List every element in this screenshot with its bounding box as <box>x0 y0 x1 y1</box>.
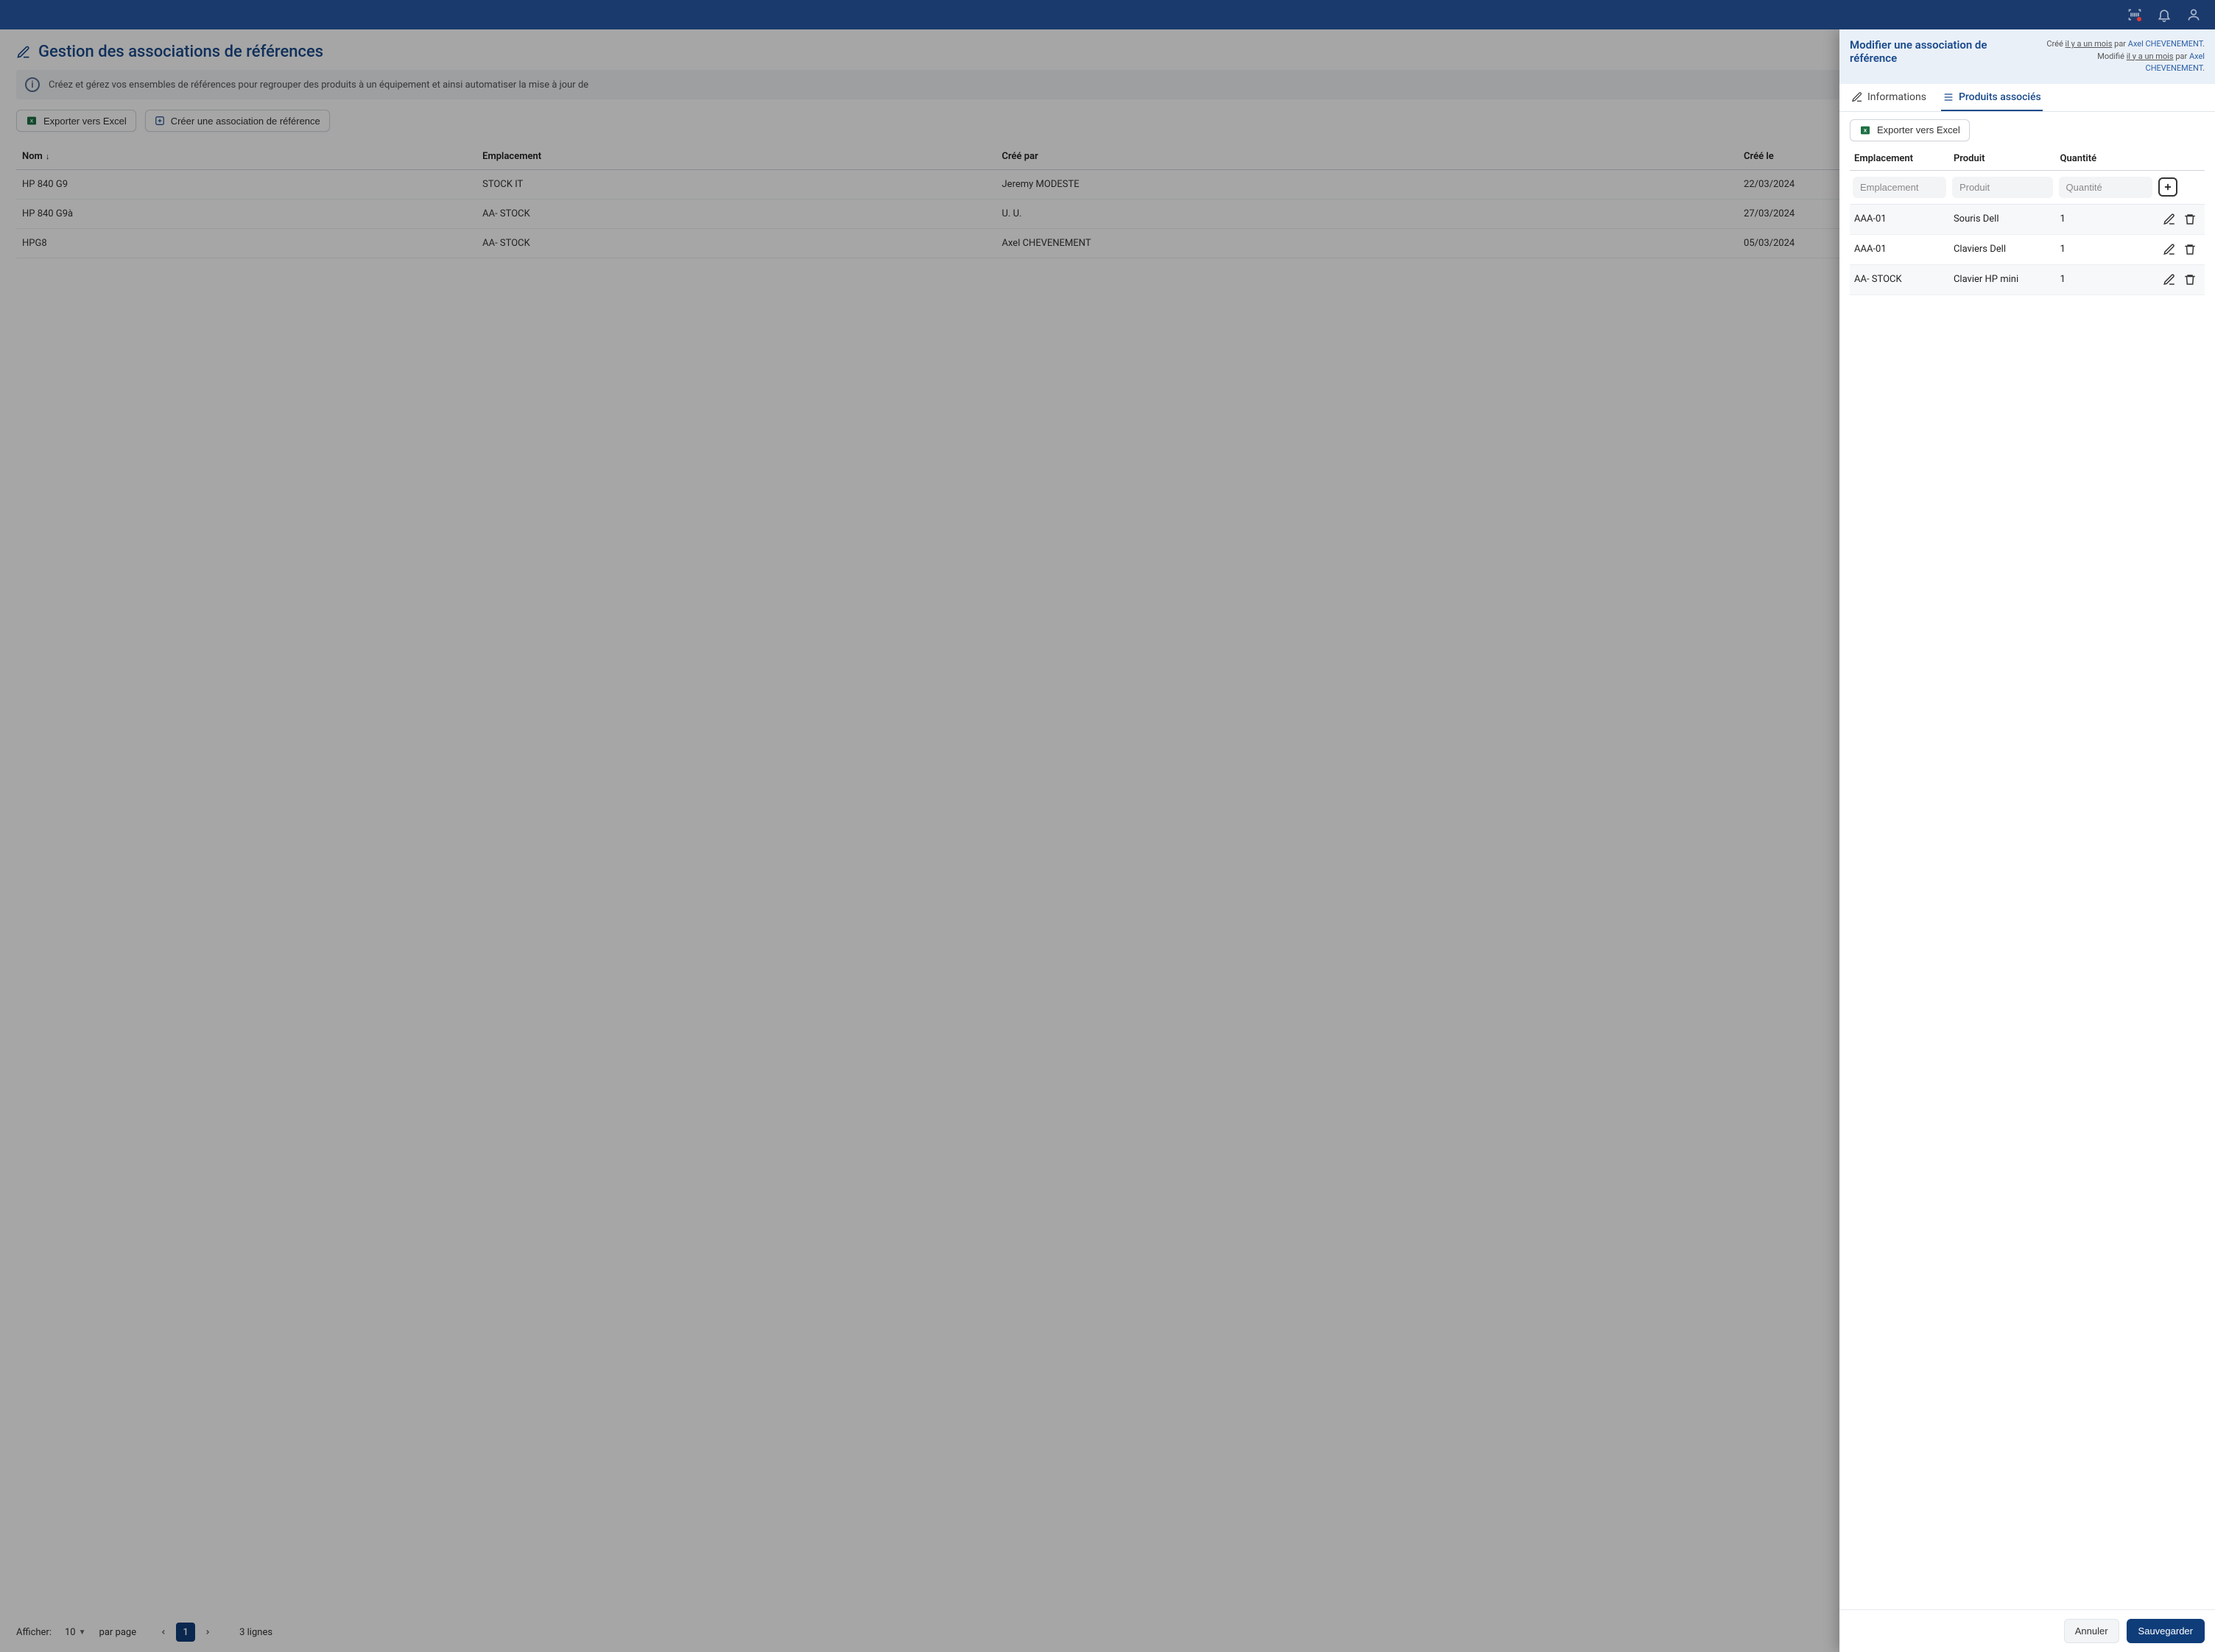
edit-panel: Modifier une association de référence Cr… <box>1839 29 2215 1652</box>
info-banner-text: Créez et gérez vos ensembles de référenc… <box>49 80 588 91</box>
product-row: AAA-01 Souris Dell 1 <box>1850 204 2205 234</box>
save-button[interactable]: Sauvegarder <box>2127 1619 2205 1643</box>
products-table: Emplacement Produit Quantité <box>1850 147 2205 295</box>
delete-row-button[interactable] <box>2183 212 2197 227</box>
page-size-select[interactable]: 10 ▼ <box>62 1625 89 1639</box>
next-page-button[interactable] <box>198 1623 217 1642</box>
edit-icon <box>16 45 31 60</box>
edit-row-button[interactable] <box>2162 272 2177 287</box>
cancel-button[interactable]: Annuler <box>2064 1619 2119 1643</box>
edit-row-button[interactable] <box>2162 242 2177 257</box>
prev-page-button[interactable] <box>154 1623 173 1642</box>
product-row: AAA-01 Claviers Dell 1 <box>1850 234 2205 264</box>
add-row-button[interactable] <box>2158 177 2177 197</box>
page-number-current[interactable]: 1 <box>176 1623 195 1642</box>
table-footer: Afficher: 10 ▼ par page 1 3 lignes <box>0 1612 289 1652</box>
tab-informations[interactable]: Informations <box>1850 84 1928 111</box>
lines-count: 3 lignes <box>239 1627 272 1638</box>
excel-icon: X <box>1859 124 1871 136</box>
produit-input[interactable] <box>1952 177 2053 198</box>
create-association-label: Créer une association de référence <box>171 116 320 127</box>
sort-desc-icon: ↓ <box>46 152 50 161</box>
product-row: AA- STOCK Clavier HP mini 1 <box>1850 264 2205 294</box>
page-title: Gestion des associations de références <box>38 43 323 61</box>
user-icon[interactable] <box>2186 7 2202 23</box>
svg-text:X: X <box>30 119 34 124</box>
delete-row-button[interactable] <box>2183 272 2197 287</box>
panel-tabs: Informations Produits associés <box>1839 84 2215 112</box>
panel-meta: Créé il y a un mois par Axel CHEVENEMENT… <box>2040 38 2205 75</box>
panel-col-quantite: Quantité <box>2056 147 2155 171</box>
plus-circle-icon <box>155 116 165 126</box>
topbar <box>0 0 2215 29</box>
panel-export-excel-label: Exporter vers Excel <box>1877 124 1960 135</box>
panel-title: Modifier une association de référence <box>1850 38 2032 65</box>
show-label: Afficher: <box>16 1627 52 1638</box>
info-icon: i <box>25 77 40 92</box>
delete-row-button[interactable] <box>2183 242 2197 257</box>
excel-icon: X <box>26 115 38 127</box>
emplacement-input[interactable] <box>1853 177 1946 198</box>
scan-icon[interactable] <box>2127 7 2143 23</box>
bell-icon[interactable] <box>2156 7 2172 23</box>
created-by-user-link[interactable]: Axel CHEVENEMENT <box>2128 39 2202 49</box>
svg-text:X: X <box>1864 128 1867 133</box>
col-nom[interactable]: Nom↓ <box>16 144 476 170</box>
scan-notification-dot <box>2136 16 2142 22</box>
panel-export-excel-button[interactable]: X Exporter vers Excel <box>1850 119 1970 141</box>
col-emplacement[interactable]: Emplacement <box>476 144 996 170</box>
create-association-button[interactable]: Créer une association de référence <box>145 110 330 132</box>
edit-row-button[interactable] <box>2162 212 2177 227</box>
quantite-input[interactable] <box>2059 177 2152 198</box>
export-excel-label: Exporter vers Excel <box>43 116 127 127</box>
per-page-label: par page <box>99 1627 137 1638</box>
col-cree-par[interactable]: Créé par <box>996 144 1739 170</box>
panel-col-produit: Produit <box>1949 147 2056 171</box>
tab-produits-associes[interactable]: Produits associés <box>1941 84 2043 111</box>
caret-down-icon: ▼ <box>79 1628 86 1637</box>
export-excel-button[interactable]: X Exporter vers Excel <box>16 110 136 132</box>
panel-col-emplacement: Emplacement <box>1850 147 1949 171</box>
